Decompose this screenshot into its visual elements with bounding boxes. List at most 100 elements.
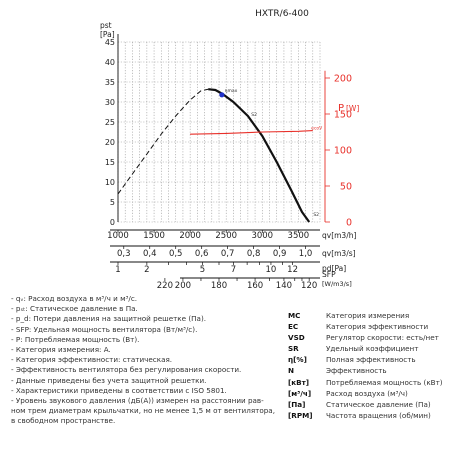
x-tick-label-pd: 7 [231,265,236,275]
legend-abbr: EC [288,322,299,332]
legend-row: EC Категория эффективности [288,321,448,332]
legend-text: Расход воздуха (м³/ч) [326,388,408,398]
left-tick-label: 40 [105,58,115,67]
x-tick-label-m3s: 0,3 [117,249,131,259]
note-line: - SFP: Удельная мощность вентилятора (Вт… [11,324,198,334]
legend-row: MC Категория измерения [288,310,448,321]
note-line: - Данные приведены без учета защитной ре… [11,375,207,385]
x-tick-label-sfp: 140 [276,281,292,290]
legend-abbr: N [288,366,295,376]
legend-abbr: [кВт] [288,377,310,387]
series-line-2 [208,88,311,223]
legend-text: Частота вращения (об/мин) [326,410,431,420]
right-tick-label: 150 [334,110,352,121]
x-tick-label-m3h: 1500 [143,231,165,241]
notes-block: - qᵥ: Расход воздуха в м³/ч и м³/с. - pₛₜ… [11,294,287,427]
left-tick-label: 45 [105,38,115,47]
left-tick-label: 5 [110,198,115,207]
right-axis-label: P [338,103,344,114]
annotation-label: S2 [251,112,257,118]
note-line: - p_d: Потери давления на защитной решет… [11,314,207,324]
legend-row: [кВт] Потребляемая мощность (кВт) [288,377,448,388]
right-tick-label: 0 [346,218,352,229]
left-tick-label: 20 [105,138,115,147]
left-axis-label: pst [100,21,112,30]
right-tick-label: 100 [334,146,352,157]
legend-text: Полная эффективность [326,355,416,365]
x-tick-label-m3h: 3500 [288,231,310,241]
legend-abbr: VSD [288,333,305,343]
x-axis-m3s-label: qv[m3/s] [322,249,356,258]
x-axis-pd-label: pd[Pa] [322,264,346,273]
x-tick-label-sfp: 220 [157,281,173,290]
legend-abbr: [Па] [288,399,306,409]
x-tick-label-m3h: 2000 [179,231,201,241]
legend-row: [м³/ч] Расход воздуха (м³/ч) [288,388,448,399]
x-tick-label-pd: 5 [200,265,205,275]
annotation-label: ecoV [311,125,323,131]
x-axis-m3h-label: qv[m3/h] [322,231,356,240]
abbreviation-legend: MC Категория измерения EC Категория эффекти… [288,310,448,421]
note-line: ном трем диаметрам крыльчатки, но не мен… [11,406,275,416]
left-tick-label: 15 [105,158,115,167]
x-tick-label-sfp: 200 [175,281,191,290]
note-line: - Уровень звукового давления (дБ(A)) изм… [11,396,264,406]
note-line: - Категория измерения: A. [11,345,111,355]
x-tick-label-pd: 12 [287,265,298,275]
legend-row: VSD Регулятор скорости: есть/нет [288,332,448,343]
right-axis-unit: [W] [346,104,359,113]
legend-text: Категория эффективности [326,322,429,332]
x-tick-label-pd: 2 [144,265,149,275]
left-tick-label: 25 [105,118,115,127]
annotation-label: S2 [313,212,319,218]
x-tick-label-pd: 10 [266,265,277,275]
legend-row: [RPM] Частота вращения (об/мин) [288,410,448,421]
left-tick-label: 10 [105,178,115,187]
x-tick-label-m3s: 0,6 [195,249,209,259]
note-line: в свободном пространстве. [11,416,116,426]
x-tick-label-m3s: 0,4 [143,249,157,259]
series-line-1 [117,88,209,195]
series-line-3 [190,130,313,135]
legend-text: Статическое давление (Па) [326,399,431,409]
legend-row: η[%] Полная эффективность [288,354,448,365]
right-tick-label: 200 [334,74,352,85]
left-tick-label: 30 [105,98,115,107]
note-line: - Эффективность вентилятора без регулиро… [11,365,242,375]
x-tick-label-m3s: 1,0 [299,249,313,259]
note-line: - Категория эффективности: статическая. [11,355,173,365]
x-axis-sfp-label: SFP [322,270,336,279]
x-axis-sfp-unit: [W/m3/s] [322,280,352,288]
x-tick-label-m3s: 0,9 [273,249,287,259]
x-tick-label-m3s: 0,7 [221,249,235,259]
x-tick-label-m3s: 0,8 [247,249,261,259]
x-tick-label-m3h: 1000 [107,231,129,241]
legend-row: SR Удельный коэффициент [288,343,448,354]
legend-text: Эффективность [326,366,387,376]
legend-row: [Па] Статическое давление (Па) [288,399,448,410]
left-axis-unit: [Pa] [100,30,115,39]
x-tick-label-m3s: 0,5 [169,249,183,259]
x-tick-label-sfp: 120 [301,281,317,290]
x-tick-label-sfp: 160 [247,281,263,290]
legend-abbr: [RPM] [288,410,313,420]
legend-row: N Эффективность [288,365,448,376]
left-tick-label: 0 [110,218,115,227]
legend-text: Потребляемая мощность (кВт) [326,377,443,387]
note-line: - qᵥ: Расход воздуха в м³/ч и м³/с. [11,294,138,303]
legend-text: Удельный коэффициент [326,344,419,354]
legend-text: Категория измерения [326,311,410,320]
right-tick-label: 50 [340,182,352,193]
legend-abbr: MC [288,311,301,320]
legend-abbr: [м³/ч] [288,388,312,398]
note-line: - P: Потребляемая мощность (Вт). [11,334,140,344]
x-tick-label-sfp: 180 [211,281,227,290]
x-tick-label-m3h: 3000 [251,231,273,241]
legend-text: Регулятор скорости: есть/нет [326,333,439,343]
efficiency-marker [219,92,225,98]
x-tick-label-m3h: 2500 [215,231,237,241]
legend-abbr: η[%] [288,355,307,365]
x-tick-label-pd: 1 [115,265,120,275]
legend-abbr: SR [288,344,299,354]
